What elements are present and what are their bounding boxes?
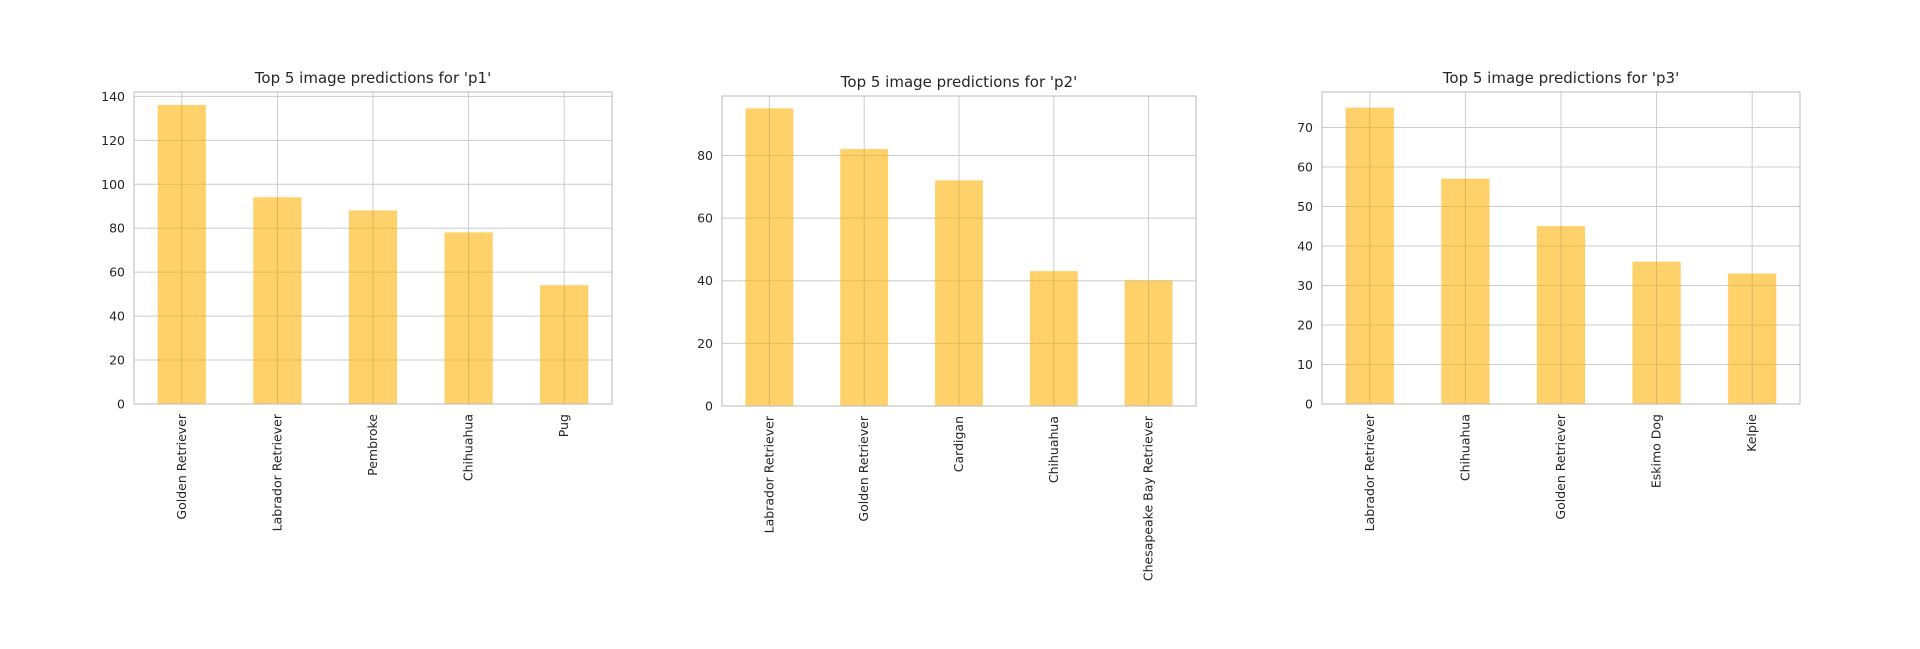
y-tick-label: 0	[1305, 397, 1313, 412]
y-tick-label: 10	[1297, 357, 1313, 372]
x-tick-label: Chihuahua	[1046, 416, 1061, 483]
x-tick-label: Chesapeake Bay Retriever	[1141, 415, 1156, 581]
x-tick-label: Labrador Retriever	[1362, 413, 1377, 531]
bar	[934, 180, 984, 407]
y-tick-label: 70	[1297, 120, 1313, 135]
y-tick-label: 50	[1297, 199, 1313, 214]
x-tick-label: Pug	[556, 414, 571, 437]
y-tick-label: 80	[109, 221, 125, 236]
y-tick-label: 120	[101, 133, 125, 148]
y-tick-label: 20	[1297, 318, 1313, 333]
chart-title: Top 5 image predictions for 'p2'	[840, 73, 1077, 91]
chart-title: Top 5 image predictions for 'p3'	[1442, 69, 1679, 87]
y-tick-label: 0	[705, 399, 713, 414]
x-tick-label: Eskimo Dog	[1649, 414, 1664, 488]
y-tick-label: 40	[697, 273, 713, 288]
chart-panel-2: 0 20 40 60 80 Labrador Retriever Golden Retrie…	[697, 73, 1197, 581]
x-tick-label: Cardigan	[951, 416, 966, 472]
y-tick-label: 40	[109, 309, 125, 324]
plot-frame	[721, 95, 1197, 407]
x-tick-label: Pembroke	[365, 414, 380, 476]
bar	[1124, 280, 1173, 407]
y-tick-label: 80	[697, 148, 713, 163]
plot-frame	[1321, 91, 1801, 405]
plot-frame	[133, 91, 613, 405]
chart-panel-3: 0 10 20 30 40 50 60 70 Labrador Retriever Chihuah…	[1297, 69, 1801, 531]
bar	[1632, 261, 1681, 405]
x-tick-label: Chihuahua	[1457, 414, 1472, 481]
x-tick-label: Golden Retriever	[174, 413, 189, 519]
chart-panel-1: 0 20 40 60 80 100 120 140 Golden Retriever Labrad…	[101, 69, 613, 531]
x-tick-label: Golden Retriever	[1553, 413, 1568, 519]
bar	[539, 284, 589, 405]
y-tick-label: 0	[117, 397, 125, 412]
x-tick-label: Golden Retriever	[856, 415, 871, 521]
y-tick-label: 100	[101, 177, 125, 192]
x-tick-label: Labrador Retriever	[761, 415, 776, 533]
y-tick-label: 40	[1297, 239, 1313, 254]
bar	[1029, 270, 1078, 407]
bar	[1536, 225, 1586, 405]
bar	[840, 148, 889, 407]
x-tick-label: Labrador Retriever	[269, 413, 284, 531]
y-tick-label: 60	[109, 265, 125, 280]
x-tick-label: Chihuahua	[461, 414, 476, 481]
bar	[745, 108, 794, 407]
y-tick-label: 30	[1297, 278, 1313, 293]
x-tick-label: Kelpie	[1744, 414, 1759, 452]
y-tick-label: 140	[101, 89, 125, 104]
y-tick-label: 20	[697, 336, 713, 351]
y-tick-label: 20	[109, 353, 125, 368]
y-tick-label: 60	[697, 211, 713, 226]
y-tick-label: 60	[1297, 160, 1313, 175]
bar	[444, 232, 494, 405]
bar	[1345, 107, 1395, 405]
chart-title: Top 5 image predictions for 'p1'	[254, 69, 491, 87]
